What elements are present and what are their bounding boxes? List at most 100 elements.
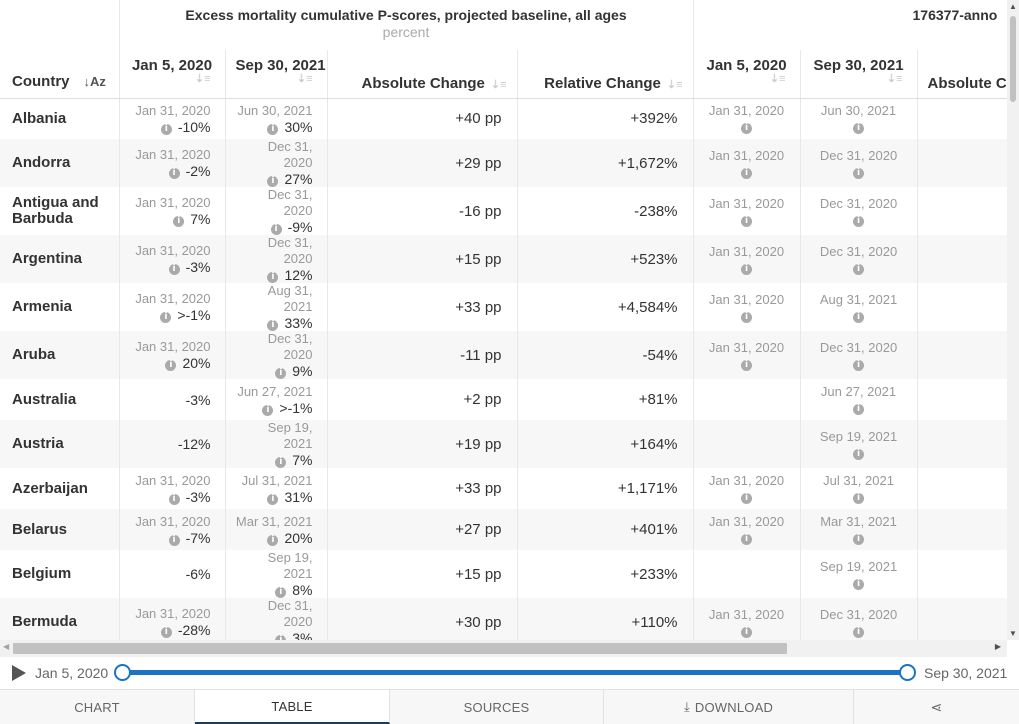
info-icon[interactable]: i [853, 123, 865, 135]
start-date-column-header[interactable]: Jan 5, 2020 ⇣≡ [119, 50, 226, 99]
info-icon[interactable]: i [853, 311, 865, 323]
info-icon[interactable]: i [741, 215, 753, 227]
country-column-header[interactable]: Country ↓Az [0, 50, 120, 99]
info-icon[interactable]: i [853, 167, 865, 179]
info-icon[interactable]: i [853, 534, 865, 545]
value-date: Dec 31, 2020 [267, 331, 313, 362]
sort-icon[interactable]: ⇣≡ [296, 73, 313, 85]
value-line: i [694, 211, 800, 227]
end-date-2-column-header[interactable]: Sep 30, 2021 ⇣≡ [800, 50, 918, 99]
info-icon[interactable]: i [168, 168, 180, 179]
value-number: 20% [182, 355, 211, 371]
country-cell: Argentina [0, 235, 120, 283]
sort-icon[interactable]: ⇣≡ [194, 73, 211, 85]
info-icon[interactable]: i [741, 626, 753, 638]
info-icon[interactable]: i [853, 578, 865, 590]
absolute-change-cell: -11 pp [327, 331, 518, 379]
info-icon[interactable]: i [267, 272, 279, 283]
sort-alpha-icon[interactable]: ↓Az [83, 73, 106, 89]
group2-absolute-cell [917, 509, 1007, 550]
timeline-start-handle[interactable] [114, 664, 131, 681]
info-icon[interactable]: i [741, 263, 753, 275]
sort-icon[interactable]: ⇣≡ [666, 78, 683, 91]
tab-download[interactable]: ⤓ DOWNLOAD [604, 690, 854, 724]
info-icon[interactable]: i [168, 493, 180, 505]
tab-sources[interactable]: SOURCES [390, 690, 604, 724]
value-number: 20% [284, 529, 313, 546]
info-icon[interactable]: i [160, 627, 172, 638]
end-date-column-header[interactable]: Sep 30, 2021 ⇣≡ [225, 50, 328, 99]
info-icon[interactable]: i [262, 404, 274, 416]
timeline-track[interactable] [122, 670, 908, 675]
vertical-scroll-thumb[interactable] [1010, 16, 1016, 102]
scroll-left-arrow-icon[interactable]: ◀ [3, 642, 10, 651]
scroll-down-arrow-icon[interactable]: ▼ [1009, 629, 1017, 638]
sort-icon[interactable]: ⇣≡ [490, 78, 507, 91]
info-icon[interactable]: i [168, 264, 180, 275]
value-date: Jan 31, 2020 [135, 147, 211, 162]
scroll-up-arrow-icon[interactable]: ▲ [1009, 2, 1017, 11]
vertical-scrollbar[interactable]: ▲ ▼ [1007, 0, 1019, 640]
value-date: Sep 19, 2021 [267, 420, 313, 451]
relative-change-column-header[interactable]: Relative Change ⇣≡ [517, 50, 694, 99]
relative-change-cell: -54% [517, 331, 694, 379]
group2-end-cell: Dec 31, 2020 i [800, 187, 918, 235]
info-icon[interactable]: i [853, 215, 865, 227]
info-icon[interactable]: i [275, 587, 287, 598]
info-icon[interactable]: i [168, 534, 180, 546]
info-icon[interactable]: i [275, 635, 287, 640]
info-icon[interactable]: i [275, 457, 287, 468]
info-icon[interactable]: i [267, 176, 279, 187]
info-icon[interactable]: i [853, 263, 865, 275]
info-icon[interactable]: i [853, 448, 865, 460]
info-icon[interactable]: i [160, 312, 172, 323]
absolute-change-2-column-header[interactable]: Absolute C [917, 50, 1007, 99]
info-icon[interactable]: i [165, 360, 177, 371]
value-line: i [801, 622, 917, 638]
timeline-end-handle[interactable] [899, 664, 916, 681]
tab-share[interactable]: ⋖ [854, 690, 1019, 724]
value-line: i [694, 118, 800, 135]
group2-header: 176377-anno [693, 0, 1007, 50]
info-icon[interactable]: i [853, 626, 865, 638]
value-line: i [801, 118, 917, 135]
info-icon[interactable]: i [741, 123, 753, 135]
absolute-change-cell: +33 pp [327, 468, 518, 509]
info-icon[interactable]: i [741, 534, 753, 545]
info-icon[interactable]: i [853, 493, 865, 504]
info-icon[interactable]: i [741, 493, 753, 504]
info-icon[interactable]: i [160, 123, 172, 135]
start-date-2-column-header[interactable]: Jan 5, 2020 ⇣≡ [693, 50, 801, 99]
tab-chart[interactable]: CHART [0, 690, 195, 724]
info-icon[interactable]: i [853, 404, 865, 415]
tab-table[interactable]: TABLE [195, 690, 390, 724]
start-value-cell: Jan 31, 2020 i 7% [119, 187, 226, 235]
sort-icon[interactable]: ⇣≡ [886, 73, 903, 85]
info-icon[interactable]: i [267, 320, 279, 331]
country-cell: Bermuda [0, 598, 120, 640]
info-icon[interactable]: i [741, 359, 753, 371]
absolute-change-column-header[interactable]: Absolute Change ⇣≡ [327, 50, 518, 99]
info-icon[interactable]: i [267, 534, 279, 546]
info-icon[interactable]: i [275, 368, 287, 379]
value-line: i [801, 163, 917, 179]
value-number: -9% [287, 219, 313, 235]
info-icon[interactable]: i [741, 167, 753, 179]
info-icon[interactable]: i [270, 224, 282, 235]
group2-absolute-cell [917, 98, 1007, 139]
sort-icon[interactable]: ⇣≡ [769, 73, 786, 85]
start-value-cell: Jan 31, 2020 i -7% [119, 509, 226, 550]
info-icon[interactable]: i [267, 493, 279, 505]
play-icon[interactable] [12, 665, 26, 681]
info-icon[interactable]: i [267, 123, 279, 135]
value-date: Dec 31, 2020 [267, 139, 313, 170]
scroll-right-arrow-icon[interactable]: ▶ [994, 642, 1001, 651]
horizontal-scroll-thumb[interactable] [13, 643, 787, 654]
info-icon[interactable]: i [853, 359, 865, 371]
group2-end-cell: Jun 27, 2021 i [800, 379, 918, 420]
end-value-cell: Jul 31, 2021 i 31% [225, 468, 328, 509]
horizontal-scrollbar[interactable]: ◀ ▶ [0, 640, 1007, 657]
info-icon[interactable]: i [173, 216, 185, 227]
country-cell: Australia [0, 379, 120, 420]
info-icon[interactable]: i [741, 311, 753, 323]
